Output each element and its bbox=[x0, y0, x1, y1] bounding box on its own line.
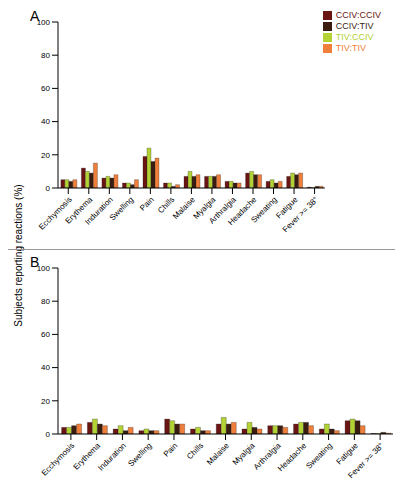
svg-text:Arthralgia: Arthralgia bbox=[207, 195, 238, 226]
html-text:CCIV:TIV: CCIV:TIV bbox=[335, 21, 374, 31]
svg-text:Headache: Headache bbox=[226, 195, 259, 228]
svg-text:Chills: Chills bbox=[185, 441, 205, 461]
svg-text:20: 20 bbox=[41, 151, 50, 160]
svg-text:Sweating: Sweating bbox=[304, 441, 334, 471]
html-text:TIV:CCIV: TIV:CCIV bbox=[335, 32, 374, 42]
svg-text:80: 80 bbox=[41, 51, 50, 60]
svg-text:Sweating: Sweating bbox=[249, 195, 279, 225]
svg-text:Myalgia: Myalgia bbox=[191, 195, 218, 221]
svg-text:Arthralgia: Arthralgia bbox=[251, 441, 283, 472]
svg-text:Swelling: Swelling bbox=[126, 441, 153, 468]
svg-text:Malaise: Malaise bbox=[205, 441, 231, 467]
svg-text:60: 60 bbox=[41, 84, 50, 93]
svg-text:Ecchymosis: Ecchymosis bbox=[37, 195, 74, 232]
html-text:Subjects reporting reactions (: Subjects reporting reactions (%) bbox=[12, 184, 24, 327]
svg-text:40: 40 bbox=[41, 363, 50, 372]
svg-text:Headache: Headache bbox=[276, 441, 309, 474]
svg-text:Myalgia: Myalgia bbox=[230, 441, 257, 467]
svg-text:100: 100 bbox=[37, 264, 51, 273]
svg-text:0: 0 bbox=[46, 184, 51, 193]
svg-text:Erythema: Erythema bbox=[71, 441, 103, 472]
svg-text:Pain: Pain bbox=[138, 195, 156, 213]
html-text:TIV:TIV: TIV:TIV bbox=[335, 43, 366, 53]
svg-text:Fever >= 38°: Fever >= 38° bbox=[346, 441, 385, 480]
svg-text:Fatigue: Fatigue bbox=[335, 441, 361, 467]
svg-text:Fever >= 38°: Fever >= 38° bbox=[281, 195, 320, 234]
html-text:A: A bbox=[30, 8, 40, 24]
svg-text:100: 100 bbox=[37, 18, 51, 27]
svg-text:Fatigue: Fatigue bbox=[274, 195, 300, 221]
html-text:CCIV:CCIV: CCIV:CCIV bbox=[335, 10, 381, 20]
svg-text:Pain: Pain bbox=[162, 441, 180, 459]
svg-text:Erythema: Erythema bbox=[63, 195, 95, 226]
svg-text:Swelling: Swelling bbox=[108, 195, 135, 222]
svg-text:40: 40 bbox=[41, 117, 50, 126]
svg-text:Induration: Induration bbox=[96, 441, 128, 473]
svg-text:20: 20 bbox=[41, 397, 50, 406]
svg-text:60: 60 bbox=[41, 330, 50, 339]
svg-text:80: 80 bbox=[41, 297, 50, 306]
svg-text:Chills: Chills bbox=[156, 195, 177, 216]
html-text:B: B bbox=[30, 254, 40, 270]
svg-text:Ecchymosis: Ecchymosis bbox=[40, 441, 77, 478]
svg-text:Malaise: Malaise bbox=[171, 195, 197, 221]
svg-text:0: 0 bbox=[46, 430, 51, 439]
svg-text:Induration: Induration bbox=[83, 195, 115, 227]
